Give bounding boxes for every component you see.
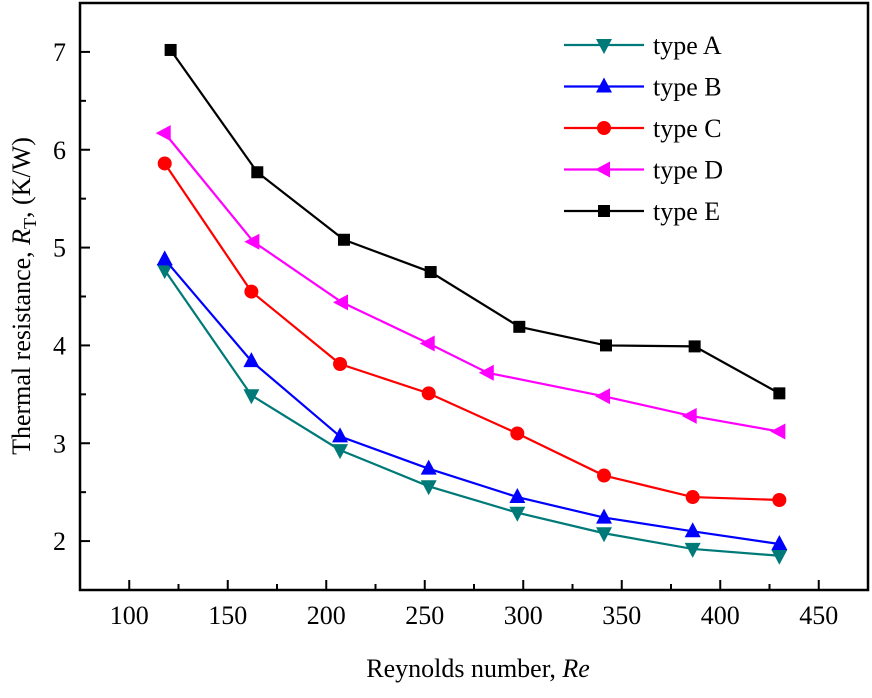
data-point-type-a bbox=[156, 264, 173, 280]
y-axis-title-unit: , (K/W) bbox=[7, 137, 36, 218]
data-point-type-c bbox=[333, 357, 348, 372]
y-axis-title: Thermal resistance, RT, (K/W) bbox=[7, 137, 40, 455]
data-point-type-c bbox=[510, 426, 525, 441]
y-tick-label: 5 bbox=[53, 234, 66, 263]
data-point-type-e bbox=[337, 233, 350, 246]
data-point-type-d bbox=[478, 364, 494, 381]
data-point-type-a bbox=[243, 389, 260, 405]
data-point-type-b bbox=[332, 427, 349, 443]
axis-ticks: 100 150 200 250 300 350 400 450 2 3 4 5 6 7 bbox=[53, 2, 838, 630]
legend-item-type-e: type E bbox=[564, 197, 720, 226]
y-tick-label: 7 bbox=[53, 38, 66, 67]
legend-label: type A bbox=[653, 31, 722, 60]
data-point-type-c bbox=[685, 490, 700, 505]
data-point-type-c bbox=[421, 386, 436, 401]
data-point-type-d bbox=[419, 335, 435, 352]
series-line-type-d bbox=[163, 132, 780, 433]
data-point-type-a bbox=[596, 527, 613, 543]
series-type-b bbox=[156, 250, 788, 551]
data-point-type-a bbox=[684, 542, 701, 558]
data-point-type-e bbox=[251, 166, 264, 179]
series-line-type-b bbox=[163, 258, 780, 546]
y-tick-label: 2 bbox=[53, 527, 66, 556]
x-tick-label: 200 bbox=[307, 601, 346, 630]
series-type-d bbox=[155, 125, 786, 440]
x-tick-label: 250 bbox=[405, 601, 444, 630]
series-layer bbox=[155, 43, 788, 565]
plot-frame bbox=[78, 1, 870, 592]
data-point-type-c bbox=[244, 284, 259, 299]
data-point-type-e bbox=[599, 339, 612, 352]
data-point-type-b bbox=[684, 522, 701, 538]
x-axis-title-symbol: Re bbox=[561, 654, 589, 683]
x-axis-title: Reynolds number, Re bbox=[366, 654, 590, 683]
y-axis-title-symbol: R bbox=[7, 229, 36, 246]
data-point-type-d bbox=[681, 407, 697, 424]
y-tick-label: 4 bbox=[53, 331, 66, 360]
series-line-type-a bbox=[163, 269, 780, 557]
x-axis-title-text: Reynolds number, bbox=[366, 654, 562, 683]
legend-marker-type-c bbox=[597, 121, 611, 135]
data-point-type-a bbox=[771, 549, 788, 565]
data-point-type-a bbox=[420, 480, 437, 496]
legend-label: type C bbox=[653, 114, 722, 143]
data-point-type-b bbox=[771, 535, 788, 551]
data-point-type-b bbox=[243, 352, 260, 368]
data-point-type-d bbox=[595, 388, 611, 405]
x-tick-label: 150 bbox=[208, 601, 247, 630]
x-tick-label: 350 bbox=[602, 601, 641, 630]
legend-label: type D bbox=[653, 156, 723, 185]
legend-label: type E bbox=[653, 197, 720, 226]
data-point-type-b bbox=[596, 508, 613, 524]
data-point-type-c bbox=[597, 468, 612, 483]
legend-marker-type-d bbox=[595, 161, 610, 178]
data-point-type-b bbox=[156, 250, 173, 266]
y-axis-title-subscript: T bbox=[20, 218, 40, 229]
legend-item-type-a: type A bbox=[564, 31, 722, 60]
legend-marker-type-e bbox=[598, 205, 610, 217]
series-line-type-e bbox=[169, 49, 780, 395]
legend-marker-type-a bbox=[596, 39, 612, 54]
series-line-type-c bbox=[163, 162, 780, 502]
x-tick-label: 450 bbox=[799, 601, 838, 630]
data-point-type-e bbox=[424, 266, 437, 279]
x-tick-label: 300 bbox=[504, 601, 543, 630]
y-tick-label: 6 bbox=[53, 136, 66, 165]
legend-label: type B bbox=[653, 73, 722, 102]
y-axis-title-text: Thermal resistance, bbox=[7, 245, 36, 455]
data-point-type-e bbox=[164, 43, 177, 56]
data-point-type-b bbox=[509, 488, 526, 504]
legend-item-type-c: type C bbox=[564, 114, 722, 143]
data-point-type-d bbox=[244, 233, 260, 250]
data-point-type-c bbox=[772, 492, 787, 507]
series-type-a bbox=[156, 264, 788, 565]
legend-marker-type-b bbox=[596, 77, 612, 93]
data-point-type-c bbox=[157, 156, 172, 171]
x-tick-label: 400 bbox=[701, 601, 740, 630]
legend-item-type-d: type D bbox=[564, 156, 723, 185]
data-point-type-a bbox=[509, 506, 526, 522]
series-type-e bbox=[164, 43, 786, 400]
legend: type A type B type C type D type E bbox=[564, 31, 723, 226]
data-point-type-b bbox=[420, 459, 437, 475]
data-point-type-e bbox=[513, 320, 526, 333]
data-point-type-d bbox=[333, 294, 349, 311]
series-type-c bbox=[157, 156, 787, 507]
y-tick-label: 3 bbox=[53, 429, 66, 458]
x-tick-label: 100 bbox=[110, 601, 149, 630]
data-point-type-a bbox=[332, 444, 349, 460]
data-point-type-d bbox=[155, 125, 171, 142]
legend-item-type-b: type B bbox=[564, 73, 722, 102]
data-point-type-e bbox=[688, 340, 701, 353]
data-point-type-e bbox=[773, 387, 786, 400]
data-point-type-d bbox=[770, 423, 786, 440]
